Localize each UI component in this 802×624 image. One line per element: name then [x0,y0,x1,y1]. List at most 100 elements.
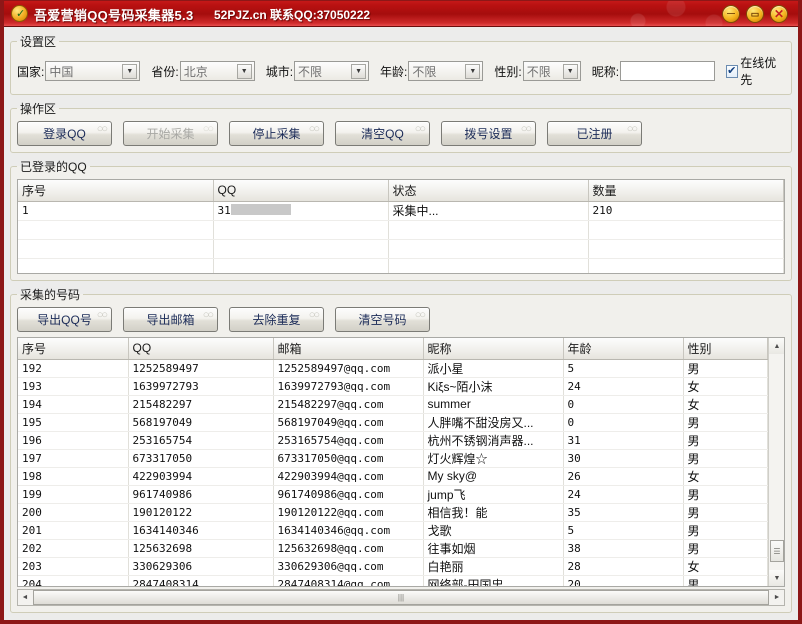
age-field: 年龄: 不限 ▼ [380,61,484,81]
export-email-label: 导出邮箱 [146,313,195,327]
table-row[interactable] [18,258,784,273]
province-select[interactable]: 北京 ▼ [179,61,255,81]
cell-gender: 男 [683,413,768,432]
scroll-up-icon[interactable]: ▲ [769,338,784,354]
column-header-nickname[interactable]: 昵称 [423,338,564,360]
cell-index: 200 [18,503,129,522]
settings-row: 国家: 中国 ▼ 省份: 北京 ▼ 城市: 不限 [17,54,785,88]
cell-age: 0 [563,395,684,414]
close-button[interactable] [770,5,788,23]
table-row[interactable]: 200 190120122 190120122@qq.com 相信我！能 35 男 [18,503,768,522]
cell-age: 24 [563,377,684,396]
clear-numbers-button[interactable]: 清空号码 ○○ [335,307,430,332]
chevron-down-icon[interactable]: ▼ [351,64,367,79]
cell-email: 2847408314@qq.com [273,575,424,586]
scroll-down-icon[interactable]: ▼ [769,570,784,586]
table-row[interactable]: 197 673317050 673317050@qq.com 灯火辉煌☆ 30 男 [18,449,768,468]
table-row[interactable] [18,220,784,240]
horizontal-scrollbar-thumb[interactable]: ||| [33,590,769,605]
cell-age: 26 [563,467,684,486]
chevron-down-icon[interactable]: ▼ [465,64,481,79]
registered-label: 已注册 [576,127,613,141]
column-header-email[interactable]: 邮箱 [273,338,424,360]
export-email-button[interactable]: 导出邮箱 ○○ [123,307,218,332]
table-row[interactable]: 196 253165754 253165754@qq.com 杭州不锈钢消声器... 3… [18,431,768,450]
settings-legend: 设置区 [20,35,57,49]
chevron-down-icon[interactable]: ▼ [562,64,578,79]
nickname-input[interactable] [620,61,716,81]
table-row[interactable]: 204 2847408314 2847408314@qq.com 网络部-田国忠 20 男 [18,575,768,586]
gender-value: 不限 [526,64,551,79]
cell-email: 673317050@qq.com [273,449,424,468]
cell-gender: 女 [683,377,768,396]
online-priority-checkbox[interactable]: 在线优先 [726,54,785,88]
minimize-button[interactable] [722,5,740,23]
table-row[interactable]: 195 568197049 568197049@qq.com 人胖嘴不甜没房又... 0… [18,413,768,432]
column-header-index[interactable]: 序号 [18,180,214,202]
table-row[interactable]: 192 1252589497 1252589497@qq.com 派小星 5 男 [18,359,768,378]
cell-nickname: 白艳丽 [423,557,564,576]
cell-nickname: 人胖嘴不甜没房又... [423,413,564,432]
column-header-index[interactable]: 序号 [18,338,129,360]
cell-gender: 男 [683,359,768,378]
registered-button[interactable]: 已注册 ○○ [547,121,642,146]
vertical-scrollbar-thumb[interactable]: ☰ [770,540,784,562]
dial-settings-button[interactable]: 拨号设置 ○○ [441,121,536,146]
remove-duplicates-button[interactable]: 去除重复 ○○ [229,307,324,332]
table-row[interactable] [18,239,784,259]
country-value: 中国 [49,64,74,79]
online-priority-label: 在线优先 [740,56,777,87]
table-row[interactable]: 194 215482297 215482297@qq.com summer 0 女 [18,395,768,414]
chevron-down-icon[interactable]: ▼ [236,64,252,79]
cell-email: 1634140346@qq.com [273,521,424,540]
stop-collect-button[interactable]: 停止采集 ○○ [229,121,324,146]
column-header-qq[interactable]: QQ [128,338,274,360]
scroll-left-icon[interactable]: ◄ [21,594,29,601]
table-row[interactable]: 199 961740986 961740986@qq.com jump飞 24 男 [18,485,768,504]
city-select[interactable]: 不限 ▼ [294,61,370,81]
cell-index: 1 [18,201,214,221]
export-qq-button[interactable]: 导出QQ号 ○○ [17,307,112,332]
chevron-down-icon[interactable]: ▼ [122,64,138,79]
table-row[interactable]: 193 1639972793 1639972793@qq.com Kiξs~陌小沫 24… [18,377,768,396]
table-row[interactable]: 201 1634140346 1634140346@qq.com 戈歌 5 男 [18,521,768,540]
gender-select[interactable]: 不限 ▼ [522,61,581,81]
column-header-age[interactable]: 年龄 [563,338,684,360]
table-row[interactable]: 1 31 采集中... 210 [18,201,784,221]
age-select[interactable]: 不限 ▼ [408,61,484,81]
column-header-count[interactable]: 数量 [588,180,784,202]
province-value: 北京 [183,64,208,79]
scroll-right-icon[interactable]: ► [773,594,781,601]
cell-email: 125632698@qq.com [273,539,424,558]
nickname-label: 昵称: [591,64,620,79]
cell-qq: 1634140346 [128,521,274,540]
leaf-icon: ✓ [11,5,28,22]
table-row[interactable]: 202 125632698 125632698@qq.com 往事如烟 38 男 [18,539,768,558]
table-row[interactable]: 198 422903994 422903994@qq.com My sky@ 26 女 [18,467,768,486]
cell-nickname: jump飞 [423,485,564,504]
login-qq-label: 登录QQ [43,127,86,141]
table-row[interactable]: 203 330629306 330629306@qq.com 白艳丽 28 女 [18,557,768,576]
country-label: 国家: [17,64,45,79]
cell-index: 196 [18,431,129,450]
horizontal-scrollbar[interactable]: ◄ ||| ► [17,589,785,606]
country-select[interactable]: 中国 ▼ [45,61,141,81]
swirl-icon: ○○ [520,123,532,135]
dial-settings-label: 拨号设置 [464,127,513,141]
column-header-status[interactable]: 状态 [388,180,589,202]
gender-field: 性别: 不限 ▼ [494,61,581,81]
cell-nickname: 往事如烟 [423,539,564,558]
cell-gender: 男 [683,485,768,504]
stop-collect-label: 停止采集 [252,127,301,141]
column-header-qq[interactable]: QQ [213,180,389,202]
table-header-row: 序号 QQ 邮箱 昵称 年龄 性别 [18,338,768,360]
swirl-icon: ○○ [414,309,426,321]
login-qq-button[interactable]: 登录QQ ○○ [17,121,112,146]
maximize-button[interactable] [746,5,764,23]
clear-qq-button[interactable]: 清空QQ ○○ [335,121,430,146]
cell-email: 190120122@qq.com [273,503,424,522]
city-value: 不限 [298,64,323,79]
column-header-gender[interactable]: 性别 [683,338,768,360]
vertical-scrollbar[interactable]: ▲ ☰ ▼ [768,338,784,586]
maximize-icon [747,6,763,23]
